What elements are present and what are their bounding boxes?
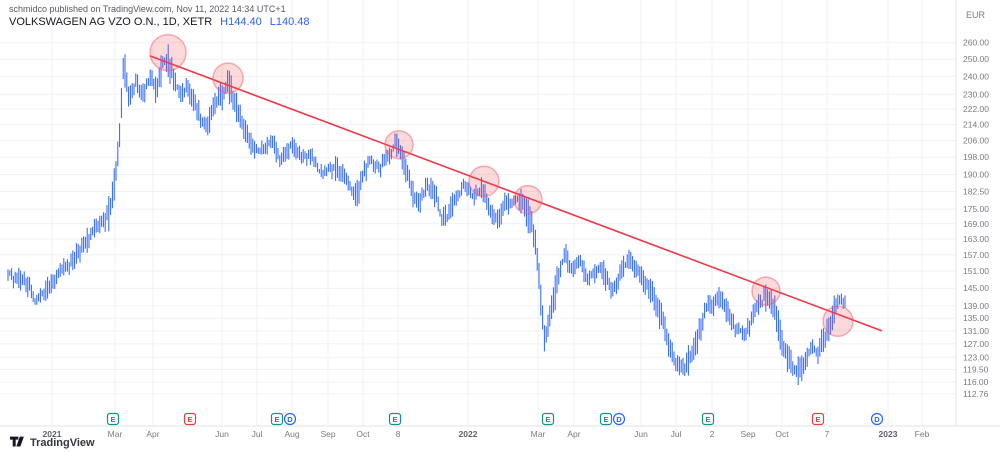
svg-text:E: E	[545, 415, 550, 424]
price-axis-label: 151.00	[963, 266, 989, 276]
svg-text:D: D	[287, 415, 293, 424]
time-axis-label: 2022	[459, 429, 478, 439]
tradingview-logo-icon	[10, 436, 24, 447]
price-axis-label: 250.00	[963, 54, 989, 64]
time-axis-label: 7	[825, 429, 830, 439]
time-axis-label: Aug	[284, 429, 299, 439]
event-badge-dividend[interactable]: D	[283, 412, 297, 426]
time-axis-label: Apr	[567, 429, 580, 439]
event-badge-earnings-up[interactable]: E	[599, 412, 613, 426]
price-axis-label: 131.00	[963, 326, 989, 336]
time-axis-label: Jun	[215, 429, 229, 439]
svg-text:D: D	[616, 415, 622, 424]
price-axis-label: 230.00	[963, 89, 989, 99]
event-badge-earnings-down[interactable]: E	[183, 412, 197, 426]
chart-legend: VOLKSWAGEN AG VZO O.N., 1D, XETR H144.40…	[9, 16, 310, 28]
event-badge-earnings-up[interactable]: E	[106, 412, 120, 426]
price-axis-label: 139.00	[963, 301, 989, 311]
price-axis-label: 240.00	[963, 71, 989, 81]
ohlc-bars	[7, 44, 846, 385]
time-axis-label: Jul	[671, 429, 682, 439]
svg-text:E: E	[603, 415, 608, 424]
time-axis-label: Oct	[775, 429, 789, 439]
grid	[0, 0, 956, 426]
price-axis-label: 127.00	[963, 339, 989, 349]
symbol-title[interactable]: VOLKSWAGEN AG VZO O.N., 1D, XETR	[9, 16, 213, 28]
descending-trendline[interactable]	[149, 55, 883, 332]
event-badge-dividend[interactable]: D	[870, 412, 884, 426]
svg-text:E: E	[187, 415, 192, 424]
price-axis-label: 116.00	[963, 377, 989, 387]
price-axis-label: 169.00	[963, 219, 989, 229]
price-axis-label: 163.00	[963, 234, 989, 244]
event-badge-earnings-down[interactable]: E	[811, 412, 825, 426]
trendline-touch-marker[interactable]	[513, 184, 543, 215]
time-axis-label: Feb	[915, 429, 930, 439]
svg-text:E: E	[705, 415, 710, 424]
svg-text:E: E	[274, 415, 279, 424]
time-axis-label: Mar	[108, 429, 123, 439]
time-axis[interactable]: 2021 Mar Apr Jun Jul Aug Sep Oct 8 2022 Mar Apr Jun J…	[43, 429, 930, 439]
svg-text:E: E	[110, 415, 115, 424]
price-axis[interactable]: 260.00 250.00 240.00 230.00 222.00 214.00 206.…	[963, 38, 989, 399]
event-badge-earnings-up[interactable]: E	[541, 412, 555, 426]
price-axis-label: 260.00	[963, 38, 989, 48]
price-axis-label: 123.00	[963, 352, 989, 362]
svg-text:E: E	[815, 415, 820, 424]
price-axis-label: 135.00	[963, 313, 989, 323]
price-axis-label: 175.00	[963, 204, 989, 214]
time-axis-label: Jul	[252, 429, 263, 439]
price-axis-label: 214.00	[963, 120, 989, 130]
legend-high-value: H144.40	[220, 16, 262, 28]
publish-attribution: schmidco published on TradingView.com, N…	[9, 4, 286, 14]
time-axis-label: Apr	[146, 429, 159, 439]
event-badge-earnings-up[interactable]: E	[270, 412, 284, 426]
trendline-touch-marker[interactable]	[149, 33, 187, 72]
price-axis-label: 190.00	[963, 170, 989, 180]
time-axis-label: Mar	[531, 429, 546, 439]
event-badge-dividend[interactable]: D	[612, 412, 626, 426]
legend-low-value: L140.48	[269, 16, 310, 28]
price-axis-label: 222.00	[963, 104, 989, 114]
svg-text:E: E	[392, 415, 397, 424]
price-axis-label: 157.00	[963, 250, 989, 260]
trendline-touch-marker[interactable]	[751, 276, 781, 306]
price-axis-label: 145.00	[963, 283, 989, 293]
svg-text:D: D	[874, 415, 880, 424]
time-axis-label: 8	[396, 429, 401, 439]
event-badge-earnings-up[interactable]: E	[388, 412, 402, 426]
currency-label: EUR	[965, 10, 985, 20]
time-axis-label: 2021	[43, 429, 62, 439]
time-axis-label: Oct	[356, 429, 370, 439]
trendline-touch-marker[interactable]	[468, 165, 500, 198]
price-axis-label: 206.00	[963, 136, 989, 146]
tradingview-logo[interactable]: TradingView	[10, 436, 95, 450]
event-badge-earnings-up[interactable]: E	[701, 412, 715, 426]
price-axis-label: 119.50	[963, 365, 989, 375]
trendline-touch-marker[interactable]	[212, 62, 244, 94]
price-axis-label: 198.00	[963, 152, 989, 162]
trendline-touch-marker[interactable]	[384, 129, 414, 160]
time-axis-label: Sep	[320, 429, 335, 439]
time-axis-label: Sep	[740, 429, 755, 439]
tradingview-logo-text: TradingView	[30, 437, 95, 449]
time-axis-label: 2	[710, 429, 715, 439]
trendline-touch-marker[interactable]	[822, 305, 854, 338]
time-axis-label: Jun	[634, 429, 648, 439]
time-axis-label: 2023	[879, 429, 898, 439]
price-axis-label: 112.76	[963, 389, 989, 399]
price-axis-label: 182.50	[963, 187, 989, 197]
